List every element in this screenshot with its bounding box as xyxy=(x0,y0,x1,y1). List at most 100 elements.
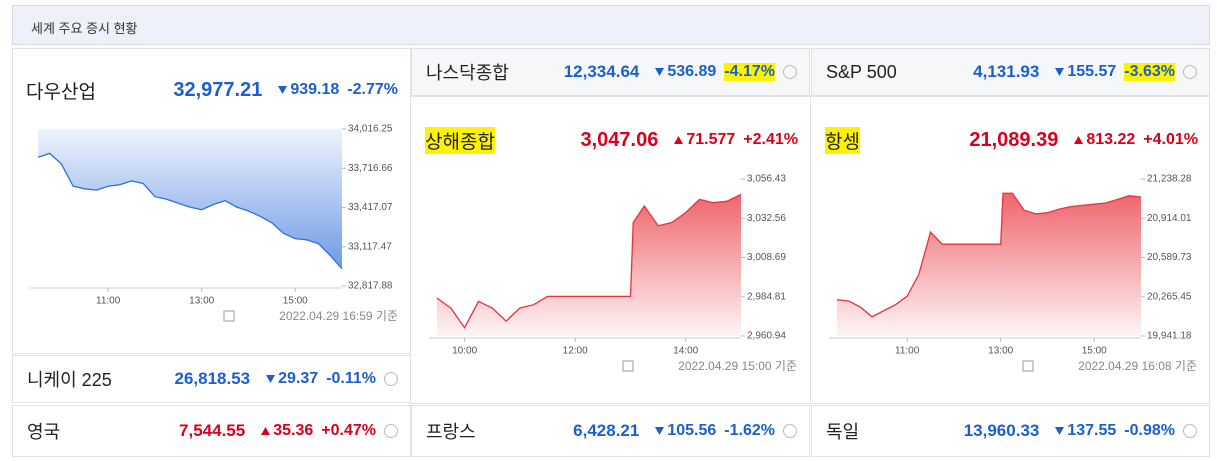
index-name: 독일 xyxy=(826,422,860,442)
index-name: 영국 xyxy=(27,422,61,442)
panel xyxy=(810,96,1210,404)
y-tick-label: 19,941.18 xyxy=(1147,331,1192,342)
timestamp: 2022.04.29 16:08 기준 xyxy=(1078,359,1197,373)
index-value: 26,818.53 xyxy=(174,369,251,388)
expand-button[interactable] xyxy=(384,372,398,386)
y-tick-label: 20,265.45 xyxy=(1147,291,1192,302)
area xyxy=(437,194,741,336)
expand-button[interactable] xyxy=(384,424,398,438)
x-tick-label: 11:00 xyxy=(895,346,920,357)
timestamp: 2022.04.29 16:59 기준 xyxy=(279,309,398,323)
index-change: 155.57 xyxy=(1067,63,1117,80)
x-tick-label: 13:00 xyxy=(189,296,214,307)
quote-row: 영국 7,544.55 35.36 +0.47% xyxy=(12,405,411,457)
quote-row: S&P 500 4,131.93 155.57 -3.63% xyxy=(811,48,1210,96)
index-value: 32,977.21 xyxy=(173,78,263,101)
index-change-percent: -2.77% xyxy=(347,81,398,98)
index-change: 71.577 xyxy=(686,131,736,148)
y-tick-label: 33,716.66 xyxy=(348,163,393,174)
y-tick-label: 3,008.69 xyxy=(747,252,786,263)
quote-row: 상해종합 3,047.06 71.577 +2.41% xyxy=(411,116,810,164)
quote-row: 니케이 225 26,818.53 29.37 -0.11% xyxy=(12,355,411,403)
y-tick-label: 2,960.94 xyxy=(747,331,786,342)
index-name: S&P 500 xyxy=(826,61,897,82)
y-tick-label: 33,117.47 xyxy=(348,241,392,252)
direction-arrow xyxy=(278,86,288,94)
quote-row: 다우산업 32,977.21 939.18 -2.77% xyxy=(12,66,410,114)
direction-arrow xyxy=(655,68,665,76)
expand-button[interactable] xyxy=(783,65,797,79)
index-change: 35.36 xyxy=(273,422,314,439)
calendar-icon xyxy=(1022,360,1034,372)
index-name: 나스닥종합 xyxy=(426,63,509,83)
direction-arrow xyxy=(1055,68,1065,76)
quote-row: 나스닥종합 12,334.64 536.89 -4.17% xyxy=(411,48,810,96)
y-tick-label: 32,817.88 xyxy=(348,281,393,292)
arrow-shape xyxy=(655,427,665,435)
index-change: 105.56 xyxy=(667,422,717,439)
index-change-percent: -0.98% xyxy=(1124,422,1175,439)
price-line xyxy=(37,152,343,270)
direction-arrow xyxy=(655,427,665,435)
index-value: 7,544.55 xyxy=(179,421,246,440)
x-tick-label: 13:00 xyxy=(988,346,1013,357)
index-change: 29.37 xyxy=(278,370,319,387)
x-tick-label: 15:00 xyxy=(1082,346,1107,357)
index-change: 939.18 xyxy=(290,81,340,98)
index-change-percent: +2.41% xyxy=(743,131,798,148)
index-value: 4,131.93 xyxy=(973,62,1040,81)
expand-button[interactable] xyxy=(783,424,797,438)
area xyxy=(38,129,342,269)
index-value: 21,089.39 xyxy=(969,128,1059,151)
index-change-percent: -1.62% xyxy=(724,422,775,439)
mini-chart: 3,056.43 3,032.56 3,008.69 2,984.81 2,960.94… xyxy=(429,174,797,373)
direction-arrow xyxy=(1055,427,1065,435)
calendar-icon xyxy=(223,310,235,322)
y-tick-label: 3,056.43 xyxy=(747,174,786,185)
index-value: 13,960.33 xyxy=(963,421,1040,440)
index-change-percent: -0.11% xyxy=(326,370,376,387)
index-change-percent: -3.63% xyxy=(1124,63,1175,81)
index-change: 536.89 xyxy=(667,63,717,80)
y-tick-label: 34,016.25 xyxy=(348,124,393,135)
arrow-shape xyxy=(655,68,665,76)
x-tick-label: 11:00 xyxy=(96,296,121,307)
index-value: 3,047.06 xyxy=(580,128,659,151)
index-name: 다우산업 xyxy=(26,81,96,103)
y-tick-label: 2,984.81 xyxy=(747,291,786,302)
arrow-shape xyxy=(261,427,271,435)
direction-arrow xyxy=(674,136,684,144)
y-tick-label: 33,417.07 xyxy=(348,202,393,213)
expand-button[interactable] xyxy=(1183,424,1197,438)
arrow-shape xyxy=(674,136,684,144)
calendar-icon xyxy=(622,360,634,372)
index-value: 12,334.64 xyxy=(563,62,640,81)
direction-arrow xyxy=(261,427,271,435)
index-value: 6,428.21 xyxy=(573,421,640,440)
quote-row: 독일 13,960.33 137.55 -0.98% xyxy=(811,405,1210,457)
index-name: 니케이 225 xyxy=(27,370,112,390)
y-tick-label: 20,914.01 xyxy=(1147,213,1192,224)
x-tick-label: 10:00 xyxy=(452,346,477,357)
index-name: 상해종합 xyxy=(425,126,495,154)
direction-arrow xyxy=(1074,136,1084,144)
direction-arrow xyxy=(266,375,276,383)
index-change: 137.55 xyxy=(1067,422,1117,439)
expand-button[interactable] xyxy=(1183,65,1197,79)
arrow-shape xyxy=(1074,136,1084,144)
index-change-percent: +0.47% xyxy=(321,422,376,439)
y-tick-label: 3,032.56 xyxy=(747,213,786,224)
x-tick-label: 12:00 xyxy=(563,346,588,357)
index-name: 항셍 xyxy=(825,126,860,154)
header: 세계 주요 증시 현황 xyxy=(12,5,1210,45)
area xyxy=(837,193,1141,336)
y-tick-label: 21,238.28 xyxy=(1147,174,1192,185)
price-line xyxy=(836,192,1142,318)
index-name: 프랑스 xyxy=(426,422,476,442)
mini-chart: 21,238.28 20,914.01 20,589.73 20,265.45 19,9… xyxy=(829,174,1197,373)
arrow-shape xyxy=(1055,427,1065,435)
x-tick-label: 15:00 xyxy=(283,296,308,307)
header-title: 세계 주요 증시 현황 xyxy=(31,21,138,36)
arrow-shape xyxy=(266,375,276,383)
